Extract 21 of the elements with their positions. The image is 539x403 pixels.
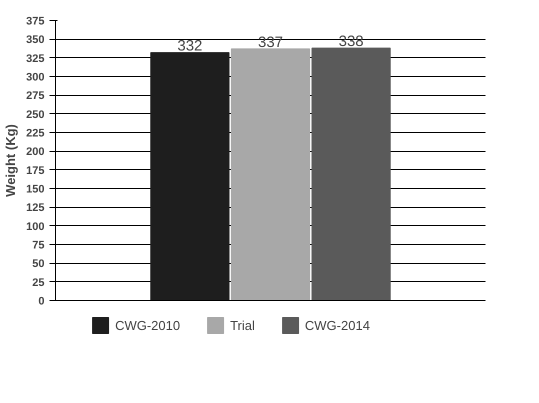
legend-label: CWG-2010 (115, 318, 180, 332)
y-tick-label: 150 (26, 184, 45, 196)
y-tick-label: 300 (26, 72, 45, 84)
y-tick-label: 225 (26, 128, 45, 140)
y-tick-label: 125 (26, 202, 45, 214)
y-tick-label: 100 (26, 220, 45, 233)
y-tick-label: 75 (32, 240, 45, 252)
y-tick-label: 250 (26, 108, 45, 121)
y-tick-label: 375 (26, 16, 45, 28)
y-tick-label: 350 (26, 34, 45, 46)
data-label: 332 (177, 38, 202, 55)
y-tick-label: 200 (26, 146, 45, 158)
y-axis-title: Weight (Kg) (3, 124, 18, 197)
y-tick-label: 175 (26, 164, 45, 177)
y-tick-label: 325 (26, 52, 45, 65)
legend-label: CWG-2014 (304, 318, 370, 332)
y-tick-label: 25 (32, 276, 45, 289)
y-tick-label: 0 (38, 296, 45, 308)
legend-label: Trial (230, 318, 255, 332)
y-tick-label: 50 (32, 258, 45, 270)
y-tick-label: 275 (26, 90, 45, 102)
